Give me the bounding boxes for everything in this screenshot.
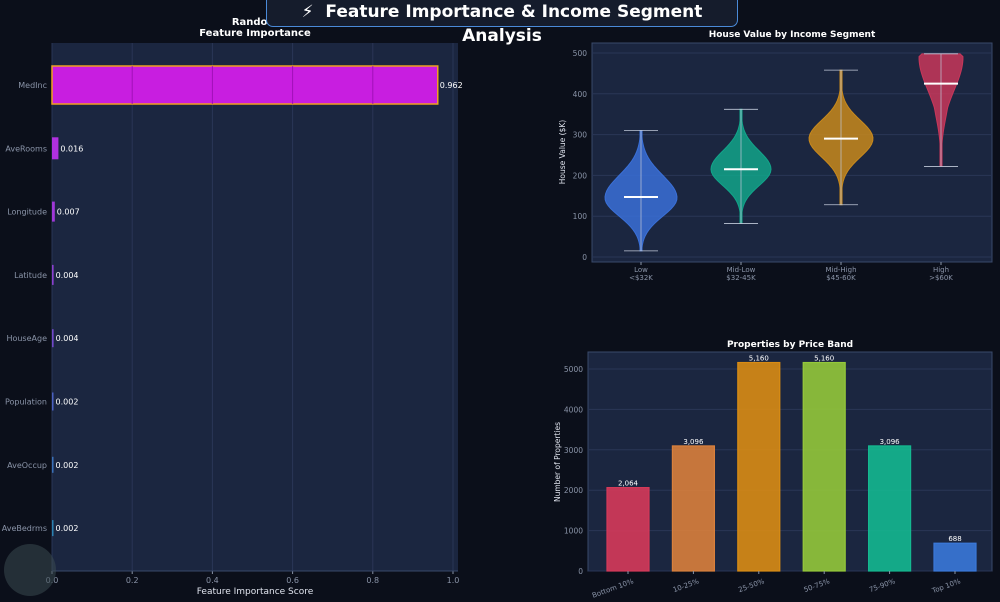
x-tick-label: Bottom 10% — [591, 577, 635, 600]
y-axis-label: House Value ($K) — [558, 120, 567, 184]
y-tick-label: 2000 — [564, 486, 583, 495]
chart-title-line1: Random F — [232, 17, 288, 28]
y-tick-label: 300 — [573, 131, 588, 140]
bar-value-label: 688 — [948, 535, 961, 543]
y-tick-label: Population — [5, 398, 47, 407]
bar-value-label: 0.004 — [56, 334, 79, 343]
x-tick-label: 75-90% — [868, 577, 896, 594]
bar-value-label: 0.016 — [60, 144, 83, 153]
bar-value-label: 0.002 — [56, 524, 79, 533]
bar-value-label: 3,096 — [683, 438, 704, 446]
y-tick-label: 0 — [578, 567, 583, 576]
y-tick-label: AveBedrms — [2, 524, 47, 533]
x-tick-label: Low — [634, 266, 648, 274]
bar-value-label: 0.004 — [56, 271, 79, 280]
bar-value-label: 2,064 — [618, 480, 639, 488]
lightning-icon: ⚡ — [301, 2, 314, 22]
x-tick-label: >$60K — [929, 274, 953, 282]
bar-25-50% — [737, 361, 781, 572]
x-tick-label: 10-25% — [672, 577, 700, 594]
bar-50-75% — [802, 361, 846, 572]
bar-75-90% — [867, 445, 912, 572]
chart-title: Properties by Price Band — [727, 340, 853, 350]
bar-Latitude — [52, 264, 54, 285]
bar-10-25% — [671, 445, 716, 572]
plot-area-importance — [52, 43, 458, 571]
x-tick-label: Mid-Low — [727, 266, 756, 274]
x-tick-label: 50-75% — [803, 577, 831, 594]
y-tick-label: Latitude — [14, 271, 47, 280]
y-tick-label: 400 — [573, 90, 588, 99]
x-tick-label: 1.0 — [447, 576, 460, 585]
bar-Longitude — [52, 201, 55, 222]
y-tick-label: 0 — [582, 253, 587, 262]
bar-HouseAge — [52, 329, 54, 348]
x-tick-label: 0.8 — [366, 576, 379, 585]
bar-AveBedrms — [52, 520, 54, 537]
chart-title-line2: Feature Importance — [199, 28, 311, 39]
bar-value-label: 0.002 — [56, 398, 79, 407]
x-tick-label: Top 10% — [930, 577, 962, 595]
chart-title: House Value by Income Segment — [709, 30, 876, 40]
banner-title: Feature Importance & Income Segment Anal… — [325, 2, 703, 46]
x-tick-label: 0.2 — [126, 576, 139, 585]
bar-Population — [52, 392, 54, 411]
y-tick-label: AveOccup — [7, 461, 47, 470]
x-tick-label: 25-50% — [737, 577, 765, 594]
y-tick-label: 5000 — [564, 365, 583, 374]
x-tick-label: 0.6 — [286, 576, 299, 585]
bar-AveOccup — [52, 456, 54, 473]
x-tick-label: $32-45K — [726, 274, 756, 282]
x-tick-label: 0.4 — [206, 576, 219, 585]
bar-value-label: 5,160 — [749, 355, 769, 363]
x-tick-label: $45-60K — [826, 274, 856, 282]
y-tick-label: 3000 — [564, 446, 583, 455]
x-tick-label: <$32K — [629, 274, 653, 282]
y-tick-label: 4000 — [564, 405, 583, 414]
dashboard-banner: ⚡ Feature Importance & Income Segment An… — [266, 0, 738, 46]
bar-Top 10% — [933, 542, 977, 572]
y-tick-label: MedInc — [18, 81, 47, 90]
x-tick-label: High — [933, 266, 949, 274]
plot-area-price-band — [587, 351, 993, 572]
x-axis-label: Feature Importance Score — [197, 587, 314, 597]
bar-value-label: 3,096 — [880, 438, 901, 446]
y-axis-label: Number of Properties — [553, 422, 562, 502]
y-tick-label: AveRooms — [5, 144, 47, 153]
y-tick-label: Longitude — [7, 208, 47, 217]
bar-MedInc — [51, 65, 439, 105]
bar-value-label: 0.962 — [440, 81, 463, 90]
x-tick-label: Mid-High — [825, 266, 856, 274]
y-tick-label: 500 — [573, 49, 588, 58]
bar-value-label: 0.007 — [57, 208, 80, 217]
y-tick-label: 1000 — [564, 527, 583, 536]
y-tick-label: 100 — [573, 212, 588, 221]
bar-value-label: 0.002 — [56, 461, 79, 470]
watermark-logo — [4, 544, 56, 596]
y-tick-label: HouseAge — [6, 334, 47, 343]
bar-AveRooms — [52, 137, 59, 160]
y-tick-label: 200 — [573, 171, 588, 180]
bar-Bottom 10% — [606, 487, 650, 572]
bar-value-label: 5,160 — [814, 355, 834, 363]
